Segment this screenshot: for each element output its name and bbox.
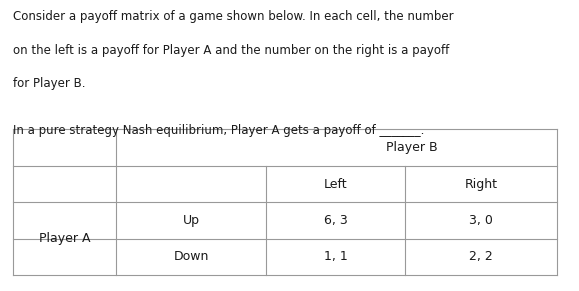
Text: Down: Down: [173, 250, 209, 263]
Text: 2, 2: 2, 2: [469, 250, 493, 263]
Text: In a pure strategy Nash equilibrium, Player A gets a payoff of _______.: In a pure strategy Nash equilibrium, Pla…: [13, 124, 424, 137]
Text: Consider a payoff matrix of a game shown below. In each cell, the number: Consider a payoff matrix of a game shown…: [13, 10, 453, 23]
Text: Left: Left: [324, 178, 347, 191]
Text: Right: Right: [465, 178, 497, 191]
Text: 6, 3: 6, 3: [324, 214, 348, 227]
Text: 3, 0: 3, 0: [469, 214, 493, 227]
Text: Player B: Player B: [386, 141, 438, 154]
Text: 1, 1: 1, 1: [324, 250, 348, 263]
Text: Up: Up: [182, 214, 200, 227]
Text: for Player B.: for Player B.: [13, 77, 85, 90]
Text: on the left is a payoff for Player A and the number on the right is a payoff: on the left is a payoff for Player A and…: [13, 44, 449, 57]
Text: Player A: Player A: [39, 232, 90, 245]
